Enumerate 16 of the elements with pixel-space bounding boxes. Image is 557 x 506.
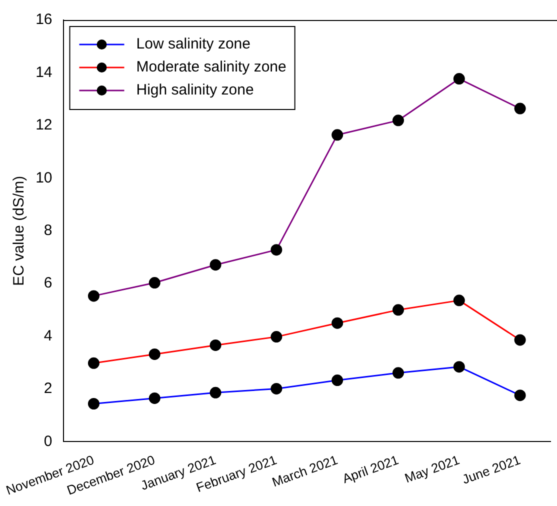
y-tick-label: 2	[44, 380, 52, 398]
y-tick-label: 0	[44, 432, 52, 450]
y-tick-label: 14	[36, 64, 52, 81]
x-tick-label: April 2021	[340, 452, 400, 486]
y-axis-title: EC value (dS/m)	[10, 176, 28, 286]
x-tick-label: May 2021	[402, 452, 462, 486]
legend-label: Low salinity zone	[136, 36, 250, 53]
y-tick-label: 12	[36, 116, 52, 134]
y-tick-label: 16	[36, 11, 52, 28]
y-tick-label: 8	[44, 222, 52, 239]
y-tick-label: 6	[44, 274, 52, 292]
y-tick-label: 10	[36, 169, 52, 186]
legend-label: High salinity zone	[136, 82, 254, 99]
y-tick-label: 4	[44, 327, 52, 344]
legend-label: Moderate salinity zone	[136, 58, 286, 76]
x-tick-label: June 2021	[460, 452, 522, 487]
